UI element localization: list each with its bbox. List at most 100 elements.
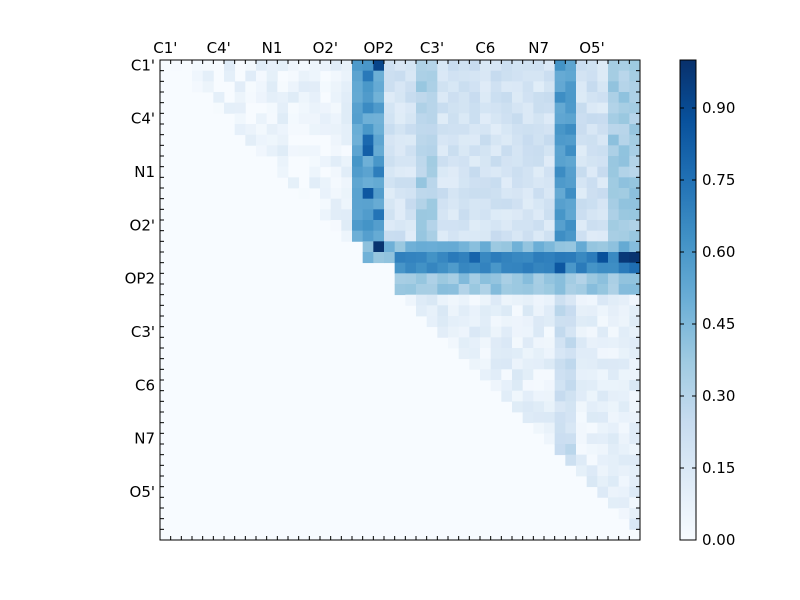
heatmap-cell (426, 252, 438, 264)
heatmap-cell (490, 230, 502, 242)
heatmap-cell (458, 284, 470, 296)
heatmap-cell (554, 60, 566, 72)
heatmap-cell (608, 156, 620, 168)
heatmap-cell (554, 401, 566, 413)
heatmap-cell (597, 369, 609, 381)
heatmap-cell (448, 337, 460, 349)
heatmap-cell (480, 177, 492, 189)
heatmap-cell (544, 401, 556, 413)
heatmap-cell (544, 358, 556, 370)
heatmap-cell (352, 209, 364, 221)
heatmap-cell (554, 326, 566, 338)
y-tick-label: O2' (130, 216, 155, 234)
heatmap-cell (629, 337, 641, 349)
heatmap-cell (405, 177, 417, 189)
heatmap-cell (256, 124, 268, 136)
heatmap-cell (416, 284, 428, 296)
heatmap-cell (341, 113, 353, 125)
heatmap-cell (373, 70, 385, 82)
heatmap-cell (522, 230, 534, 242)
y-tick-label: O5' (130, 483, 155, 501)
heatmap-cell (330, 188, 342, 200)
heatmap-cell (608, 380, 620, 392)
heatmap-cell (480, 134, 492, 146)
heatmap-cell (576, 316, 588, 328)
heatmap-cell (394, 241, 406, 253)
heatmap-cell (490, 220, 502, 232)
heatmap-cell (522, 220, 534, 232)
heatmap-cell (586, 273, 598, 285)
heatmap-cell (277, 81, 289, 93)
heatmap-cell (629, 113, 641, 125)
heatmap-cell (437, 70, 449, 82)
heatmap-cell (426, 156, 438, 168)
heatmap-cell (608, 230, 620, 242)
heatmap-cell (512, 262, 524, 274)
heatmap-cell (544, 156, 556, 168)
heatmap-cell (405, 198, 417, 210)
heatmap-cell (522, 60, 534, 72)
heatmap-cell (277, 92, 289, 104)
heatmap-cell (522, 326, 534, 338)
heatmap-cell (501, 305, 513, 317)
heatmap-cell (373, 81, 385, 93)
heatmap-cell (330, 92, 342, 104)
heatmap-cell (480, 358, 492, 370)
colorbar-tick-label: 0.00 (702, 531, 735, 549)
heatmap-cell (608, 198, 620, 210)
heatmap-cell (362, 220, 374, 232)
heatmap-cell (437, 284, 449, 296)
heatmap-cell (426, 60, 438, 72)
heatmap-cell (394, 113, 406, 125)
heatmap-cell (362, 102, 374, 114)
heatmap-cell (320, 113, 332, 125)
heatmap-cell (437, 273, 449, 285)
x-tick-label: OP2 (363, 39, 393, 57)
heatmap-cell (533, 209, 545, 221)
heatmap-cell (469, 348, 481, 360)
heatmap-cell (309, 92, 321, 104)
heatmap-cell (373, 124, 385, 136)
heatmap-cell (597, 177, 609, 189)
x-tick-label: O5' (579, 39, 604, 57)
heatmap-cell (277, 124, 289, 136)
heatmap-cell (490, 358, 502, 370)
heatmap-cell (565, 337, 577, 349)
heatmap-cell (565, 401, 577, 413)
heatmap-cell (352, 188, 364, 200)
heatmap-cell (586, 230, 598, 242)
heatmap-cell (288, 60, 300, 72)
heatmap-cell (341, 156, 353, 168)
heatmap-cell (448, 166, 460, 178)
heatmap-cell (416, 252, 428, 264)
heatmap-cell (362, 113, 374, 125)
heatmap-cell (522, 92, 534, 104)
heatmap-cell (341, 70, 353, 82)
heatmap-cell (586, 294, 598, 306)
heatmap-cell (522, 284, 534, 296)
heatmap-cell (554, 124, 566, 136)
heatmap-cell (341, 102, 353, 114)
heatmap-cell (341, 209, 353, 221)
heatmap-cell (458, 348, 470, 360)
colorbar-frame (679, 59, 697, 541)
heatmap-cell (458, 230, 470, 242)
heatmap-cell (597, 92, 609, 104)
heatmap-cell (565, 412, 577, 424)
heatmap-cell (448, 156, 460, 168)
y-tick-label: N7 (134, 430, 155, 448)
heatmap-cell (341, 230, 353, 242)
heatmap-cell (597, 433, 609, 445)
heatmap-cell (533, 241, 545, 253)
heatmap-cell (533, 273, 545, 285)
heatmap-cell (426, 294, 438, 306)
heatmap-cell (512, 326, 524, 338)
heatmap-cell (501, 220, 513, 232)
heatmap-cell (341, 92, 353, 104)
heatmap-cell (501, 252, 513, 264)
heatmap-cell (565, 220, 577, 232)
heatmap-cell (533, 92, 545, 104)
heatmap-cell (597, 209, 609, 221)
heatmap-cell (480, 305, 492, 317)
heatmap-cell (490, 102, 502, 114)
